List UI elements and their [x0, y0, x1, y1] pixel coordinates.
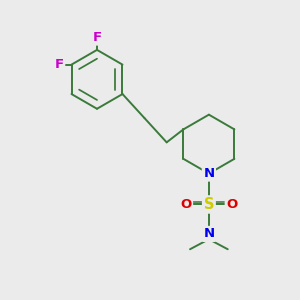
Text: N: N: [203, 167, 214, 180]
Text: S: S: [204, 197, 214, 212]
Text: F: F: [92, 31, 102, 44]
Text: O: O: [180, 198, 191, 211]
Text: F: F: [55, 58, 64, 71]
Text: N: N: [203, 227, 214, 240]
Text: O: O: [226, 198, 238, 211]
